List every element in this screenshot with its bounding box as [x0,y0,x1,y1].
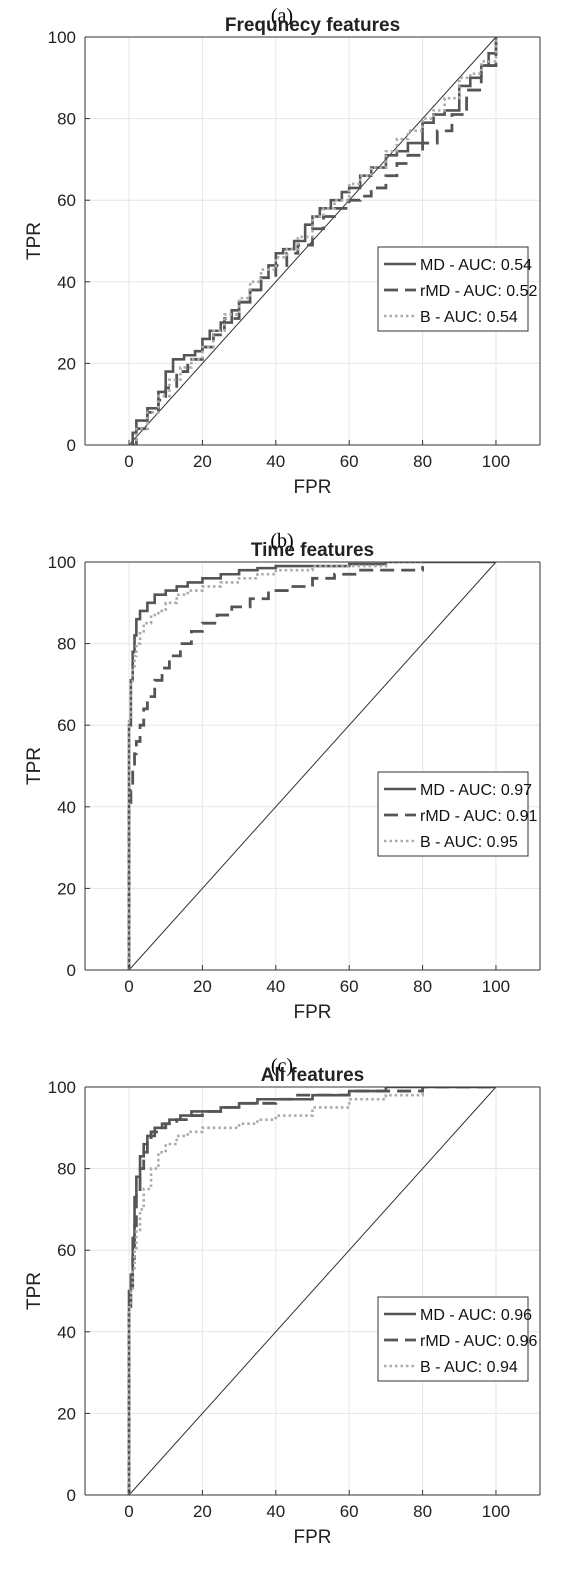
legend-label-1: rMD - AUC: 0.52 [420,283,537,300]
x-tick-label: 40 [266,977,285,996]
chance-line [128,1086,497,1496]
y-tick-label: 40 [57,273,76,292]
x-tick-label: 60 [340,452,359,471]
y-axis-label: TPR [24,747,45,785]
y-tick-label: 100 [48,553,76,572]
y-tick-label: 40 [57,1323,76,1342]
series-group [127,562,496,970]
y-tick-label: 40 [57,798,76,817]
chance-line [128,561,497,971]
x-tick-label: 0 [124,1502,133,1521]
legend-label-0: MD - AUC: 0.97 [420,782,532,799]
series-line-0 [129,37,498,445]
panel-label: (b) [270,530,293,552]
y-tick-label: 60 [57,1241,76,1260]
x-tick-label: 100 [482,452,510,471]
y-tick-label: 100 [48,1078,76,1097]
x-tick-label: 20 [193,977,212,996]
series-line-2 [127,562,423,970]
legend: MD - AUC: 0.97 rMD - AUC: 0.91 B - AUC: 0.… [377,771,537,857]
legend-label-2: B - AUC: 0.54 [420,309,518,326]
x-tick-label: 80 [413,977,432,996]
y-tick-label: 80 [57,635,76,654]
x-tick-label: 80 [413,452,432,471]
series-group [127,1087,496,1495]
y-axis-label: TPR [24,222,45,260]
x-axis-label: FPR [294,1527,332,1548]
y-tick-label: 20 [57,879,76,898]
legend-label-2: B - AUC: 0.95 [420,834,518,851]
legend-label-2: B - AUC: 0.94 [420,1359,518,1376]
series-line-2 [129,37,498,445]
y-tick-label: 0 [67,961,76,980]
x-tick-label: 60 [340,1502,359,1521]
series-line-1 [127,1087,496,1495]
legend-label-1: rMD - AUC: 0.91 [420,808,537,825]
x-tick-label: 20 [193,1502,212,1521]
y-axis-label: TPR [24,1272,45,1310]
chart-title: Time features [251,540,374,561]
y-tick-label: 80 [57,110,76,129]
y-tick-label: 100 [48,28,76,47]
chart-panel-0: (a)Frequnecy features 0 20 40 60 80 100 0 20 40 60… [24,5,541,498]
x-tick-label: 0 [124,452,133,471]
x-axis-label: FPR [294,1002,332,1023]
legend-label-0: MD - AUC: 0.54 [420,257,532,274]
x-axis-label: FPR [294,477,332,498]
panel-label: (a) [271,5,293,27]
y-tick-label: 20 [57,1404,76,1423]
legend-label-1: rMD - AUC: 0.96 [420,1333,537,1350]
y-tick-label: 0 [67,436,76,455]
legend-label-0: MD - AUC: 0.96 [420,1307,532,1324]
panel-label: (c) [271,1055,293,1077]
legend: MD - AUC: 0.54 rMD - AUC: 0.52 B - AUC: 0.… [377,246,537,332]
y-tick-label: 0 [67,1486,76,1505]
x-tick-label: 20 [193,452,212,471]
chart-title: Frequnecy features [225,15,400,36]
y-tick-label: 20 [57,354,76,373]
x-tick-label: 40 [266,1502,285,1521]
x-tick-label: 40 [266,452,285,471]
series-line-2 [127,1091,424,1495]
series-line-0 [127,1087,496,1495]
chart-panel-2: (c)All features 0 20 40 60 80 100 0 20 40 60 80 100 F… [24,1055,541,1548]
y-tick-label: 80 [57,1160,76,1179]
x-tick-label: 60 [340,977,359,996]
x-tick-label: 100 [482,977,510,996]
y-tick-label: 60 [57,191,76,210]
x-tick-label: 80 [413,1502,432,1521]
y-tick-label: 60 [57,716,76,735]
x-tick-label: 0 [124,977,133,996]
x-tick-label: 100 [482,1502,510,1521]
legend: MD - AUC: 0.96 rMD - AUC: 0.96 B - AUC: 0.… [377,1296,537,1382]
series-group [129,37,498,445]
series-line-1 [127,566,424,970]
chart-title: All features [261,1065,364,1086]
chart-panel-1: (b)Time features 0 20 40 60 80 100 0 20 40 60 80 100… [24,530,541,1023]
